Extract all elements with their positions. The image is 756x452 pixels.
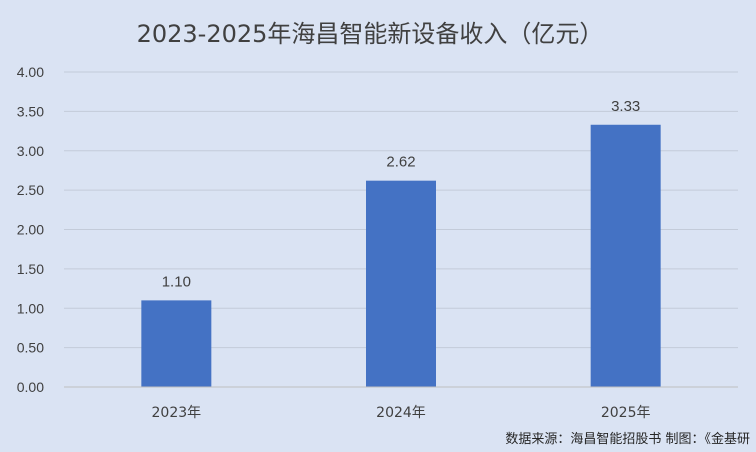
y-tick-label: 3.00 <box>17 143 44 159</box>
chart-title: 2023-2025年海昌智能新设备收入（亿元） <box>137 20 604 48</box>
data-label: 2.62 <box>386 154 415 171</box>
source-note: 数据来源：海昌智能招股书 制图：《金基研 <box>505 431 750 447</box>
data-label: 1.10 <box>162 273 191 290</box>
data-label: 3.33 <box>611 98 640 115</box>
y-tick-label: 2.00 <box>17 222 44 238</box>
bar <box>141 300 212 387</box>
y-tick-label: 3.50 <box>17 103 44 119</box>
y-tick-label: 0.00 <box>17 379 44 395</box>
data-labels: 1.10 2.62 3.33 <box>162 98 641 291</box>
y-tick-label: 1.50 <box>17 261 44 277</box>
x-axis-category-labels: 2023年 2024年 2025年 <box>152 405 651 421</box>
x-category-label: 2025年 <box>601 405 651 421</box>
bars <box>141 124 661 387</box>
bar <box>366 180 436 387</box>
bar <box>590 124 661 387</box>
x-category-label: 2024年 <box>376 405 426 421</box>
x-category-label: 2023年 <box>152 405 202 421</box>
y-tick-label: 1.00 <box>17 300 44 316</box>
y-tick-label: 0.50 <box>17 340 44 356</box>
y-tick-label: 2.50 <box>17 182 44 198</box>
y-axis-tick-labels: 0.00 0.50 1.00 1.50 2.00 2.50 3.00 3.50 4.00 <box>17 64 44 395</box>
y-tick-label: 4.00 <box>17 64 44 80</box>
